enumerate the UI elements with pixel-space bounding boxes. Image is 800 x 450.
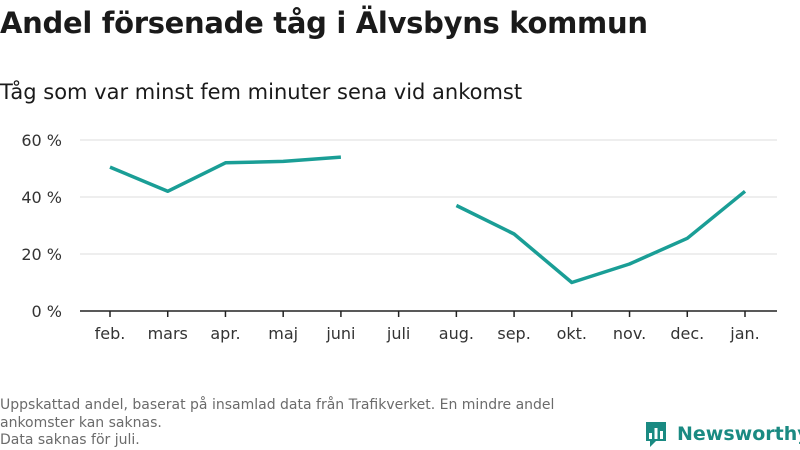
x-tick-label: aug. <box>439 324 474 343</box>
line-chart: 0 % 20 % 40 % 60 % feb. mars apr. maj juni juli au… <box>21 131 777 343</box>
chart-title: Andel försenade tåg i Älvsbyns kommun <box>0 6 648 40</box>
x-tick-label: dec. <box>670 324 704 343</box>
x-tick-label: mars <box>148 324 188 343</box>
newsworthy-logo: Newsworthy <box>644 420 800 448</box>
x-tick-label: juni <box>325 324 355 343</box>
x-tick-label: maj <box>268 324 298 343</box>
y-tick-label: 60 % <box>21 131 62 150</box>
x-tick-label: apr. <box>210 324 240 343</box>
series-line <box>109 155 342 194</box>
x-tick-label: feb. <box>95 324 126 343</box>
x-tick-label: jan. <box>729 324 759 343</box>
x-tick-label: nov. <box>613 324 646 343</box>
footnote-line-source: Uppskattad andel, baserat på insamlad da… <box>0 397 555 431</box>
chart-subtitle: Tåg som var minst fem minuter sena vid a… <box>0 80 523 104</box>
bar-chart-flag-icon <box>646 422 666 447</box>
y-tick-label: 0 % <box>32 302 62 321</box>
logo-text: Newsworthy <box>677 423 800 445</box>
x-tick-label: sep. <box>497 324 530 343</box>
footnote: Uppskattad andel, baserat på insamlad da… <box>0 397 630 450</box>
y-tick-label: 40 % <box>21 188 62 207</box>
x-tick-label: juli <box>386 324 410 343</box>
x-tick-label: okt. <box>557 324 587 343</box>
y-tick-label: 20 % <box>21 245 62 264</box>
footnote-line-missing: Data saknas för juli. <box>0 432 140 448</box>
series-line <box>455 189 747 285</box>
